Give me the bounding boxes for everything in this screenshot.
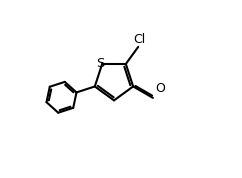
Text: Cl: Cl	[133, 33, 145, 46]
Text: O: O	[156, 82, 165, 95]
Text: S: S	[96, 57, 104, 70]
